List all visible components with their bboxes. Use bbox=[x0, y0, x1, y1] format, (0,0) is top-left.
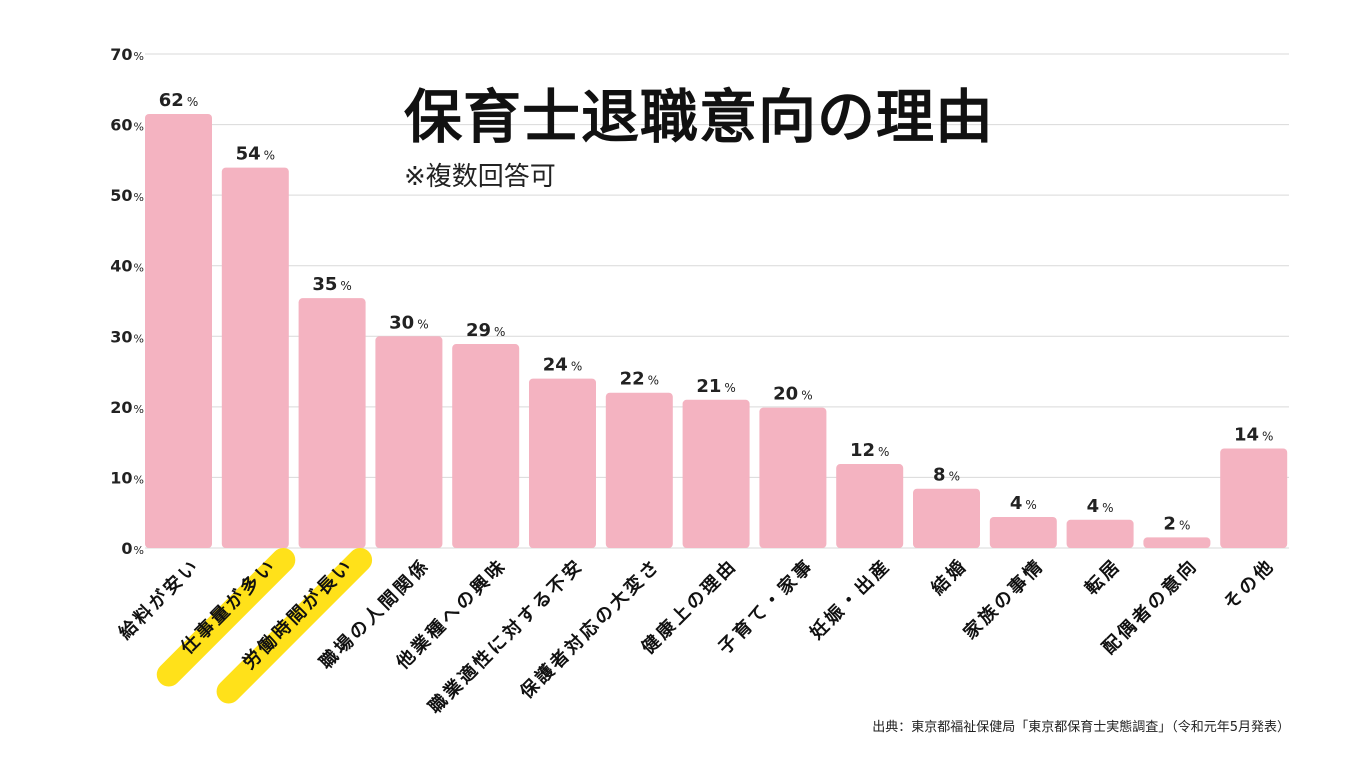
x-tick-label: 職業適性に対する不安 bbox=[424, 554, 588, 718]
data-label: 35% bbox=[312, 274, 351, 295]
y-tick-label: 50% bbox=[110, 186, 144, 205]
data-label: 24% bbox=[543, 355, 582, 376]
data-label: 30% bbox=[389, 312, 428, 333]
data-label: 20% bbox=[773, 384, 812, 405]
bar bbox=[145, 113, 212, 548]
data-label: 62% bbox=[159, 90, 198, 111]
bar bbox=[452, 344, 520, 548]
data-label: 4% bbox=[1010, 493, 1037, 514]
y-tick-label: 40% bbox=[110, 257, 144, 276]
data-label: 22% bbox=[620, 369, 659, 390]
bar bbox=[221, 167, 289, 548]
y-tick-label: 10% bbox=[110, 468, 144, 487]
highlights bbox=[156, 548, 373, 704]
y-tick-label: 20% bbox=[110, 398, 144, 417]
data-label: 12% bbox=[850, 440, 889, 461]
y-tick-label: 70% bbox=[110, 45, 144, 64]
bar bbox=[759, 407, 827, 548]
bar bbox=[1220, 448, 1288, 548]
data-label: 21% bbox=[696, 376, 735, 397]
data-label: 29% bbox=[466, 320, 505, 341]
data-label: 14% bbox=[1234, 424, 1273, 445]
x-tick-label: その他 bbox=[1219, 554, 1279, 614]
bar bbox=[529, 378, 596, 548]
data-label: 2% bbox=[1163, 513, 1190, 534]
data-label: 8% bbox=[933, 465, 960, 486]
chart-title: 保育士退職意向の理由 bbox=[404, 83, 995, 151]
data-label: 54% bbox=[236, 144, 275, 165]
bar bbox=[1066, 519, 1134, 548]
y-tick-label: 30% bbox=[110, 327, 144, 346]
bar bbox=[989, 516, 1057, 548]
bar bbox=[913, 488, 980, 548]
bar bbox=[836, 464, 904, 548]
highlight-marker bbox=[216, 548, 373, 704]
highlight-marker bbox=[156, 548, 296, 687]
bar bbox=[605, 392, 673, 548]
y-tick-label: 0% bbox=[121, 539, 144, 558]
x-tick-label: 保護者対応の大変さ bbox=[515, 554, 665, 704]
bar bbox=[1143, 537, 1211, 548]
data-label: 4% bbox=[1087, 496, 1114, 517]
x-tick-label: 転居 bbox=[1080, 554, 1125, 599]
bar bbox=[375, 336, 443, 548]
bars bbox=[145, 113, 1288, 548]
x-tick-label: 家族の事情 bbox=[959, 554, 1049, 644]
x-tick-label: 妊娠・出産 bbox=[805, 554, 895, 644]
chart-subtitle: ※複数回答可 bbox=[404, 162, 556, 192]
source-note: 出典：東京都福祉保健局「東京都保育士実態調査」（令和元年5月発表） bbox=[872, 720, 1290, 735]
x-tick-label: 結婚 bbox=[927, 554, 972, 599]
y-tick-label: 60% bbox=[110, 116, 144, 135]
bar bbox=[298, 298, 366, 548]
bar bbox=[682, 399, 750, 548]
